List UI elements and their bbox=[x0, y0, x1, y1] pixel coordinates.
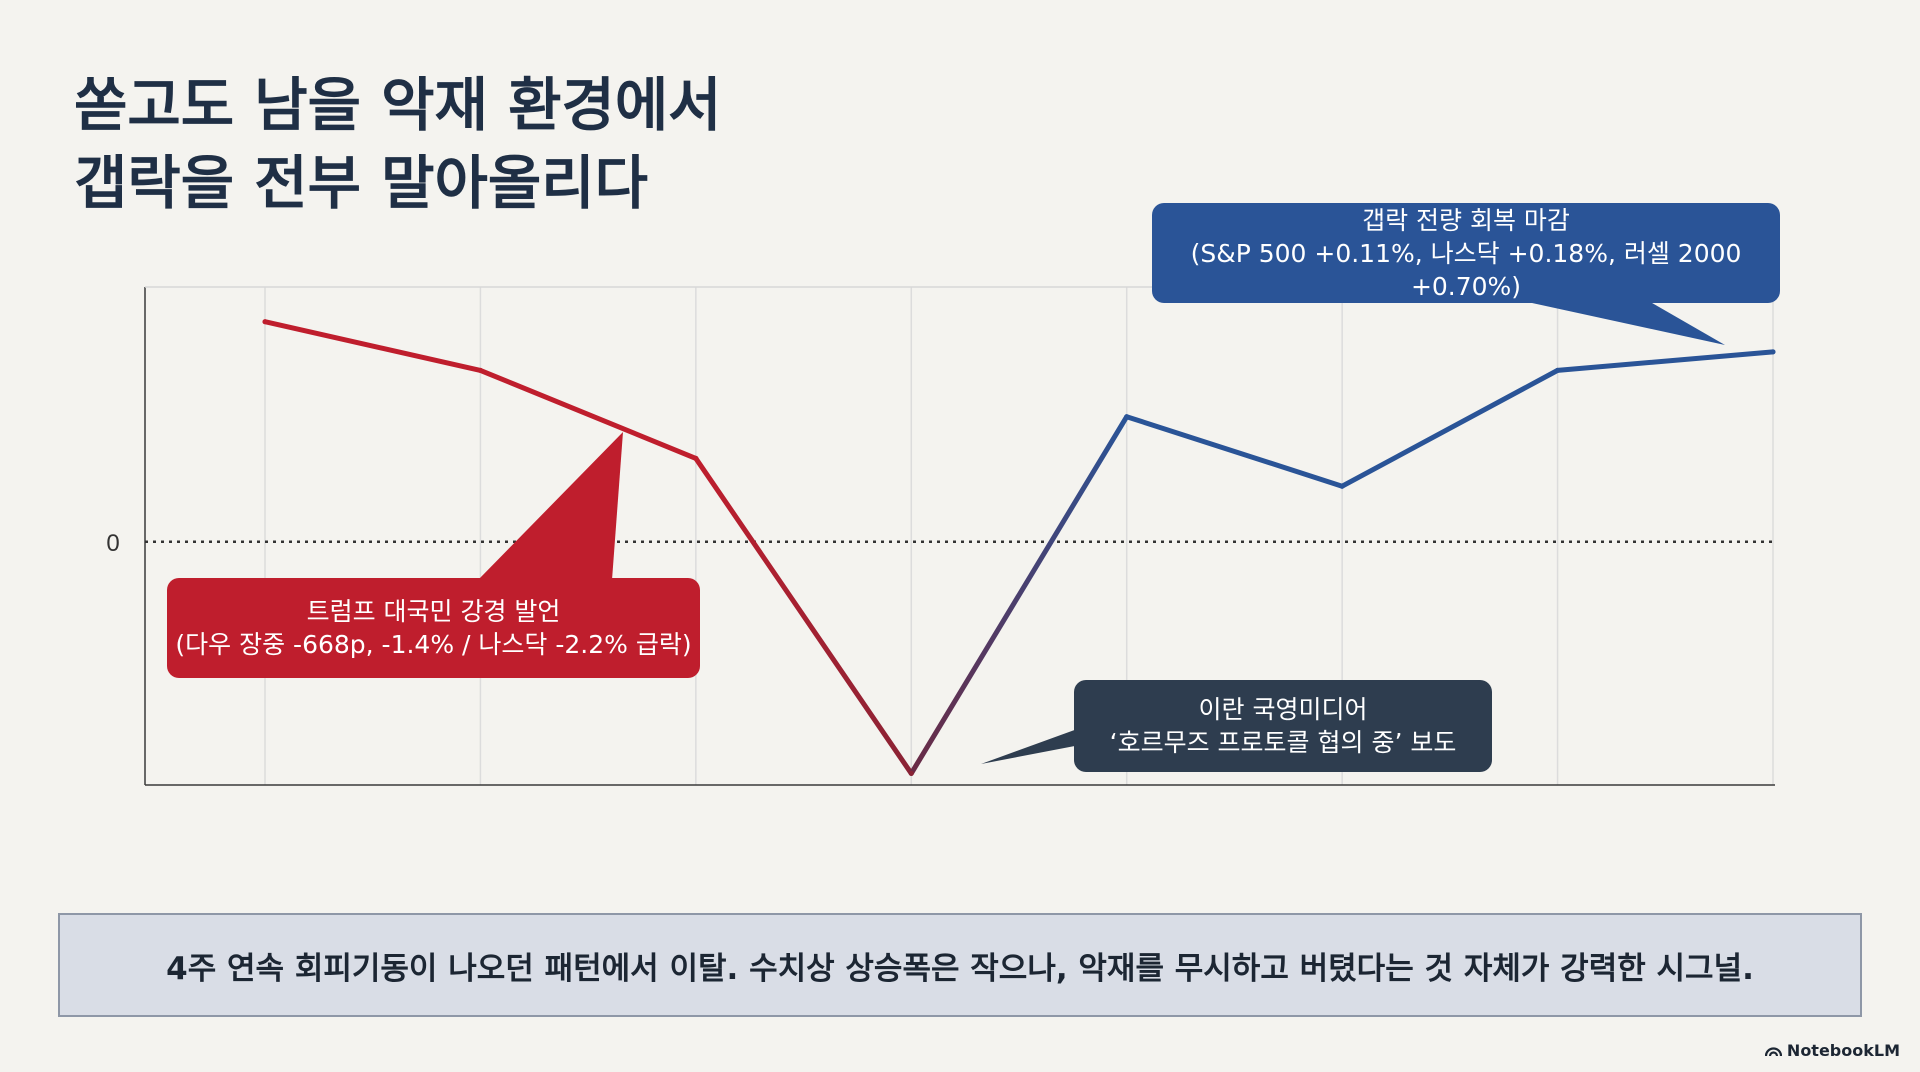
series-segment-4 bbox=[908, 414, 1130, 776]
blue-callout-pointer bbox=[1500, 296, 1725, 345]
dark-callout-line-1: 이란 국영미디어 bbox=[1198, 695, 1368, 724]
dark-callout-pointer bbox=[981, 728, 1080, 764]
data-point-4 bbox=[908, 770, 914, 776]
brand-watermark: NotebookLM bbox=[1764, 1041, 1900, 1060]
title-line-1: 쏟고도 남을 악재 환경에서 bbox=[74, 71, 722, 139]
series-line bbox=[262, 319, 1776, 776]
dark-callout: 이란 국영미디어 ‘호르무즈 프로토콜 협의 중’ 보도 bbox=[1074, 680, 1492, 772]
red-callout-line-2: (다우 장중 -668p, -1.4% / 나스닥 -2.2% 급락) bbox=[175, 630, 692, 659]
series-segment-3 bbox=[693, 455, 914, 776]
series-segment-2 bbox=[477, 367, 699, 461]
series-segment-6 bbox=[1339, 367, 1561, 489]
summary-text: 4주 연속 회피기동이 나오던 패턴에서 이탈. 수치상 상승폭은 작으나, 악… bbox=[166, 950, 1754, 987]
data-point-2 bbox=[477, 367, 483, 373]
red-callout: 트럼프 대국민 강경 발언 (다우 장중 -668p, -1.4% / 나스닥 … bbox=[167, 578, 700, 678]
summary-box: 4주 연속 회피기동이 나오던 패턴에서 이탈. 수치상 상승폭은 작으나, 악… bbox=[58, 913, 1862, 1017]
data-point-8 bbox=[1770, 349, 1776, 355]
y-tick-label-0: 0 bbox=[106, 530, 119, 557]
series-segment-1 bbox=[262, 319, 483, 373]
vertical-gridlines bbox=[264, 287, 1774, 785]
dark-callout-line-2: ‘호르무즈 프로토콜 협의 중’ 보도 bbox=[1109, 728, 1457, 757]
red-callout-pointer bbox=[478, 432, 623, 580]
data-point-1 bbox=[262, 319, 268, 325]
data-point-6 bbox=[1339, 483, 1345, 489]
blue-callout: 갭락 전량 회복 마감 (S&P 500 +0.11%, 나스닥 +0.18%,… bbox=[1152, 203, 1780, 303]
slide-title: 쏟고도 남을 악재 환경에서 갭락을 전부 말아올리다 bbox=[74, 66, 722, 222]
notebooklm-logo-icon bbox=[1764, 1046, 1782, 1056]
blue-callout-line-2: (S&P 500 +0.11%, 나스닥 +0.18%, 러셀 2000 +0.… bbox=[1190, 238, 1742, 301]
series-segment-5 bbox=[1124, 414, 1345, 489]
data-point-5 bbox=[1124, 414, 1130, 420]
brand-label: NotebookLM bbox=[1786, 1041, 1900, 1060]
series-segment-7 bbox=[1555, 349, 1776, 373]
red-callout-line-1: 트럼프 대국민 강경 발언 bbox=[306, 597, 561, 626]
data-point-7 bbox=[1555, 367, 1561, 373]
data-point-3 bbox=[693, 455, 699, 461]
title-line-2: 갭락을 전부 말아올리다 bbox=[74, 149, 648, 217]
blue-callout-line-1: 갭락 전량 회복 마감 bbox=[1362, 205, 1570, 235]
